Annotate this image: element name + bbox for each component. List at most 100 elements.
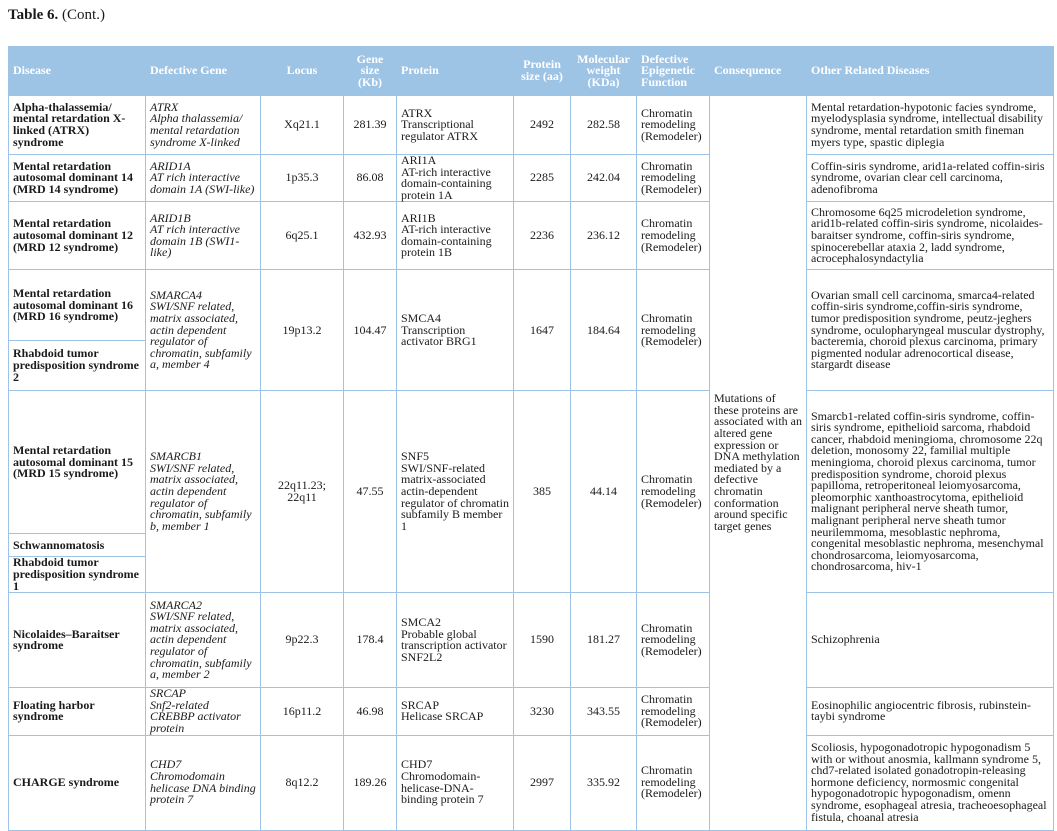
defective-gene-cell: ARID1B AT rich interactive domain 1B (SWI…: [145, 201, 261, 271]
protein-cell: SRCAP Helicase SRCAP: [396, 687, 514, 736]
gene-size-cell: 281.39: [343, 95, 397, 155]
locus-cell: 6q25.1: [260, 201, 344, 271]
disease-cell: Floating harbor syndrome: [8, 687, 146, 736]
protein-cell: ATRX Transcriptional regulator ATRX: [396, 95, 514, 155]
other-diseases-cell: Ovarian small cell carcinoma, smarca4-re…: [806, 269, 1054, 392]
gene-size-cell: 86.08: [343, 153, 397, 203]
gene-size-cell: 189.26: [343, 734, 397, 831]
epigenetic-function-cell: Chromatin remodeling (Remodeler): [636, 269, 710, 392]
disease-cell: Nicolaides–Baraitser syndrome: [8, 592, 146, 689]
disease-cell: Rhabdoid tumor predisposition syndrome 1: [8, 556, 146, 594]
header-gene-size: Gene size (Kb): [343, 46, 397, 96]
epigenetic-function-cell: Chromatin remodeling (Remodeler): [636, 153, 710, 203]
disease-cell: Rhabdoid tumor predisposition syndrome 2: [8, 340, 146, 392]
gene-symbol: SMARCA4: [150, 287, 202, 302]
gene-description: Alpha thalassemia/ mental retardation sy…: [150, 111, 243, 149]
protein-size-cell: 1647: [513, 269, 571, 392]
defective-gene-cell: SMARCA4 SWI/SNF related, matrix associate…: [145, 269, 261, 392]
gene-symbol: SMARCB1: [150, 449, 202, 464]
table-header-row: Disease Defective Gene Locus Gene size (…: [8, 46, 1054, 96]
table-row: CHARGE syndrome CHD7 Chromodomain helicase…: [8, 734, 1054, 831]
locus-cell: 16p11.2: [260, 687, 344, 736]
gene-symbol: SMARCA2: [150, 597, 202, 612]
header-locus: Locus: [260, 46, 344, 96]
gene-description: AT rich interactive domain 1A (SWI-like): [150, 170, 255, 196]
protein-cell: SNF5 SWI/SNF-related matrix-associated ac…: [396, 390, 514, 594]
locus-cell: 9p22.3: [260, 592, 344, 689]
other-diseases-cell: Coffin-siris syndrome, arid1a-related co…: [806, 153, 1054, 203]
table-row: Mental retardation autosomal dominant 14…: [8, 153, 1054, 203]
locus-cell: 22q11.23; 22q11: [260, 390, 344, 594]
protein-name: ATRX: [401, 105, 433, 120]
molecular-weight-cell: 242.04: [570, 153, 637, 203]
epigenetic-disease-table: Disease Defective Gene Locus Gene size (…: [8, 46, 1054, 831]
protein-name: SMCA2: [401, 614, 442, 629]
header-protein-size: Protein size (aa): [513, 46, 571, 96]
defective-gene-cell: SMARCB1 SWI/SNF related, matrix associate…: [145, 390, 261, 594]
protein-description: Transcriptional regulator ATRX: [401, 117, 478, 143]
defective-gene-cell: SRCAP Snf2-related CREBBP activator prote…: [145, 686, 261, 736]
gene-description: Snf2-related CREBBP activator protein: [150, 697, 241, 735]
epigenetic-function-cell: Chromatin remodeling (Remodeler): [636, 734, 710, 831]
protein-description: SWI/SNF-related matrix-associated actin-…: [401, 460, 509, 533]
protein-description: Helicase SRCAP: [401, 709, 484, 724]
consequence-cell: Mutations of these proteins are associat…: [709, 95, 807, 831]
table-row: Nicolaides–Baraitser syndrome SMARCA2 SWI/…: [8, 592, 1054, 689]
protein-name: ARI1B: [401, 210, 436, 225]
header-consequence: Consequence: [709, 46, 807, 96]
protein-description: Chromodomain-helicase-DNA-binding protei…: [401, 768, 484, 807]
protein-name: SNF5: [401, 449, 430, 464]
table-row: Floating harbor syndrome SRCAP Snf2-relate…: [8, 686, 1054, 736]
gene-description: SWI/SNF related, matrix associated, acti…: [150, 299, 252, 372]
gene-size-cell: 178.4: [343, 592, 397, 689]
header-molecular-weight: Molecular weight (KDa): [570, 46, 637, 96]
epigenetic-function-cell: Chromatin remodeling (Remodeler): [636, 687, 710, 736]
table-caption-suffix: (Cont.): [58, 7, 105, 23]
epigenetic-function-cell: Chromatin remodeling (Remodeler): [636, 390, 710, 594]
molecular-weight-cell: 181.27: [570, 592, 637, 689]
other-diseases-cell: Mental retardation-hypotonic facies synd…: [806, 95, 1054, 155]
gene-description: SWI/SNF related, matrix associated, acti…: [150, 460, 252, 533]
disease-cell: Mental retardation autosomal dominant 14…: [8, 153, 146, 203]
protein-description: Probable global transcription activator …: [401, 626, 507, 664]
disease-cell: Mental retardation autosomal dominant 12…: [8, 201, 146, 271]
table-label: Table 6.: [8, 7, 59, 23]
table-row: Mental retardation autosomal dominant 16…: [8, 269, 1054, 392]
protein-size-cell: 385: [513, 390, 571, 594]
molecular-weight-cell: 282.58: [570, 95, 637, 155]
header-disease: Disease: [8, 46, 146, 96]
protein-cell: CHD7 Chromodomain-helicase-DNA-binding pr…: [396, 734, 514, 831]
locus-cell: 19p13.2: [260, 269, 344, 392]
disease-cell: CHARGE syndrome: [8, 734, 146, 831]
gene-symbol: ARID1A: [150, 158, 191, 173]
protein-size-cell: 2492: [513, 95, 571, 155]
protein-cell: ARI1A AT-rich interactive domain-containi…: [396, 153, 514, 203]
molecular-weight-cell: 236.12: [570, 201, 637, 271]
protein-cell: SMCA2 Probable global transcription activ…: [396, 592, 514, 689]
table-body: Alpha-thalassemia/ mental retardation X-…: [8, 95, 1054, 831]
defective-gene-cell: CHD7 Chromodomain helicase DNA binding pr…: [145, 734, 261, 831]
disease-cell: Alpha-thalassemia/ mental retardation X-…: [8, 95, 146, 155]
locus-cell: Xq21.1: [260, 95, 344, 155]
disease-cell: Mental retardation autosomal dominant 15…: [8, 390, 146, 535]
gene-size-cell: 104.47: [343, 269, 397, 392]
gene-symbol: SRCAP: [150, 686, 186, 701]
protein-name: ARI1A: [401, 153, 437, 167]
molecular-weight-cell: 44.14: [570, 390, 637, 594]
protein-description: AT-rich interactive domain-containing pr…: [401, 164, 492, 202]
protein-cell: ARI1B AT-rich interactive domain-containi…: [396, 201, 514, 271]
protein-size-cell: 2285: [513, 153, 571, 203]
header-epigenetic-function: Defective Epigenetic Function: [636, 46, 710, 96]
gene-size-cell: 47.55: [343, 390, 397, 594]
protein-name: SMCA4: [401, 310, 442, 325]
protein-description: Transcription activator BRG1: [401, 322, 477, 349]
other-diseases-cell: Schizophrenia: [806, 592, 1054, 689]
defective-gene-cell: SMARCA2 SWI/SNF related, matrix associate…: [145, 592, 261, 689]
gene-size-cell: 432.93: [343, 201, 397, 271]
table-caption: Table 6. (Cont.): [8, 7, 105, 24]
protein-size-cell: 3230: [513, 687, 571, 736]
gene-description: AT rich interactive domain 1B (SWI1-like…: [150, 222, 240, 260]
header-defective-gene: Defective Gene: [145, 46, 261, 96]
gene-symbol: ARID1B: [150, 210, 191, 225]
molecular-weight-cell: 335.92: [570, 734, 637, 831]
